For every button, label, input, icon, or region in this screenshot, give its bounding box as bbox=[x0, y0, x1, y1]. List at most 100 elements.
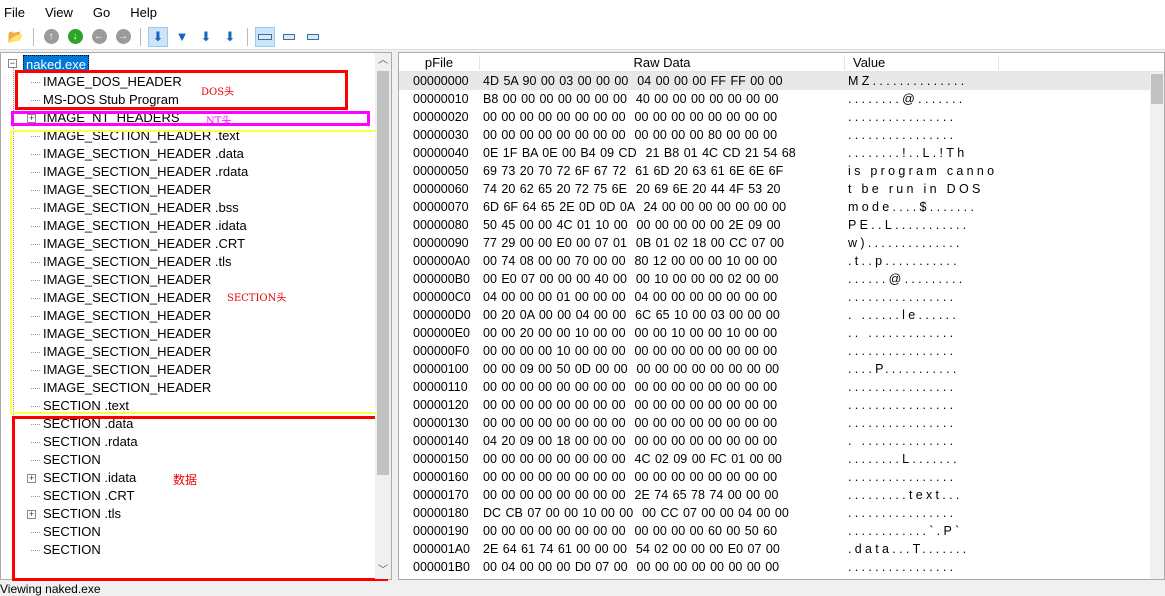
view-narrow-icon[interactable] bbox=[303, 27, 323, 47]
raw-data-cell: 00 00 09 00 50 0D 00 00 00 00 00 00 00 0… bbox=[483, 362, 780, 376]
hex-row[interactable]: 000000E0 00 00 20 00 00 10 00 00 00 00 10… bbox=[399, 324, 1164, 342]
tree-root-naked-exe[interactable]: naked.exe bbox=[23, 55, 89, 73]
view-medium-icon[interactable] bbox=[279, 27, 299, 47]
hex-row[interactable]: 00000020 00 00 00 00 00 00 00 00 00 00 00… bbox=[399, 108, 1164, 126]
tree-connector bbox=[31, 82, 40, 83]
hex-row[interactable]: 00000060 74 20 62 65 20 72 75 6E 20 69 6E… bbox=[399, 180, 1164, 198]
column-raw-data[interactable]: Raw Data bbox=[479, 55, 844, 70]
tree-item[interactable]: SECTION .text bbox=[43, 398, 129, 413]
tree-item[interactable]: SECTION bbox=[43, 542, 101, 557]
value-cell: .. ............. bbox=[848, 326, 957, 340]
tree-connector bbox=[31, 460, 40, 461]
menu-view[interactable]: View bbox=[44, 4, 73, 20]
hex-row[interactable]: 00000110 00 00 00 00 00 00 00 00 00 00 00… bbox=[399, 378, 1164, 396]
hex-row[interactable]: 000000A0 00 74 08 00 00 70 00 00 80 12 00… bbox=[399, 252, 1164, 270]
tree-item[interactable]: SECTION .rdata bbox=[43, 434, 138, 449]
scroll-up-icon[interactable]: ︿ bbox=[378, 55, 388, 66]
expand-icon[interactable]: + bbox=[27, 473, 36, 483]
tree-item[interactable]: IMAGE_SECTION_HEADER bbox=[43, 182, 212, 197]
value-cell: MZ.............. bbox=[848, 74, 968, 88]
hex-row[interactable]: 00000050 69 73 20 70 72 6F 67 72 61 6D 20… bbox=[399, 162, 1164, 180]
tree-item[interactable]: IMAGE_SECTION_HEADER bbox=[43, 344, 212, 359]
tree-item[interactable]: IMAGE_SECTION_HEADER .tls bbox=[43, 254, 232, 269]
save-icon-4[interactable]: ⬇ bbox=[224, 28, 236, 44]
tree-scrollbar[interactable]: ︿ ﹀ bbox=[375, 53, 391, 579]
tree-item[interactable]: IMAGE_SECTION_HEADER .rdata bbox=[43, 164, 249, 179]
hex-row[interactable]: 00000040 0E 1F BA 0E 00 B4 09 CD 21 B8 01… bbox=[399, 144, 1164, 162]
hex-row[interactable]: 00000190 00 00 00 00 00 00 00 00 00 00 00… bbox=[399, 522, 1164, 540]
scroll-down-icon[interactable]: ﹀ bbox=[378, 565, 388, 576]
tree-item[interactable]: MS-DOS Stub Program bbox=[43, 92, 179, 107]
save-icon-3[interactable]: ⬇ bbox=[200, 28, 212, 44]
hex-row[interactable]: 00000180 DC CB 07 00 00 10 00 00 00 CC 07… bbox=[399, 504, 1164, 522]
raw-data-cell: 00 00 00 00 00 00 00 00 00 00 00 00 00 0… bbox=[483, 110, 778, 124]
tree-item[interactable]: SECTION .data bbox=[43, 416, 134, 431]
hex-row[interactable]: 000001B0 00 04 00 00 00 D0 07 00 00 00 00… bbox=[399, 558, 1164, 576]
hex-row[interactable]: 00000090 77 29 00 00 E0 00 07 01 0B 01 02… bbox=[399, 234, 1164, 252]
expand-icon[interactable]: + bbox=[27, 509, 36, 519]
expand-icon[interactable]: + bbox=[27, 113, 36, 123]
prev-icon[interactable]: ← bbox=[89, 27, 109, 47]
hex-row[interactable]: 000001A0 2E 64 61 74 61 00 00 00 54 02 00… bbox=[399, 540, 1164, 558]
hex-row[interactable]: 000000F0 00 00 00 00 10 00 00 00 00 00 00… bbox=[399, 342, 1164, 360]
tree-item[interactable]: IMAGE_SECTION_HEADER bbox=[43, 290, 212, 305]
tree-item[interactable]: IMAGE_SECTION_HEADER bbox=[43, 326, 212, 341]
tree-item[interactable]: IMAGE_SECTION_HEADER bbox=[43, 272, 212, 287]
hex-row[interactable]: 00000100 00 00 09 00 50 0D 00 00 00 00 00… bbox=[399, 360, 1164, 378]
tree-item[interactable]: SECTION bbox=[43, 524, 101, 539]
raw-data-cell: 2E 64 61 74 61 00 00 00 54 02 00 00 00 E… bbox=[483, 542, 780, 556]
save-icon-1[interactable]: ⬇ bbox=[148, 26, 168, 47]
next-icon[interactable]: → bbox=[113, 27, 133, 47]
column-pfile[interactable]: pFile bbox=[424, 55, 454, 70]
hex-row[interactable]: 000000C0 04 00 00 00 01 00 00 00 04 00 00… bbox=[399, 288, 1164, 306]
tree-item[interactable]: IMAGE_SECTION_HEADER .data bbox=[43, 146, 244, 161]
hex-row[interactable]: 00000170 00 00 00 00 00 00 00 00 2E 74 65… bbox=[399, 486, 1164, 504]
tree-connector bbox=[31, 154, 40, 155]
tree-item[interactable]: IMAGE_DOS_HEADER bbox=[43, 74, 182, 89]
tree-item[interactable]: SECTION bbox=[43, 452, 101, 467]
hex-scrollbar[interactable] bbox=[1150, 72, 1164, 579]
view-wide-icon[interactable] bbox=[255, 26, 275, 47]
tree-item[interactable]: SECTION .idata bbox=[43, 470, 137, 485]
down-green-icon[interactable]: ↓ bbox=[65, 27, 85, 47]
tree-connector bbox=[31, 424, 40, 425]
tree-item[interactable]: IMAGE_SECTION_HEADER .bss bbox=[43, 200, 239, 215]
hex-row[interactable]: 000000B0 00 E0 07 00 00 00 40 00 00 10 00… bbox=[399, 270, 1164, 288]
tree-item[interactable]: SECTION .CRT bbox=[43, 488, 135, 503]
scroll-thumb[interactable] bbox=[1151, 74, 1163, 104]
tree-item[interactable]: SECTION .tls bbox=[43, 506, 122, 521]
hex-row[interactable]: 000000D0 00 20 0A 00 00 04 00 00 6C 65 10… bbox=[399, 306, 1164, 324]
tree-item[interactable]: IMAGE_SECTION_HEADER .text bbox=[43, 128, 240, 143]
menu-go[interactable]: Go bbox=[92, 4, 111, 20]
hex-row[interactable]: 00000070 6D 6F 64 65 2E 0D 0D 0A 24 00 00… bbox=[399, 198, 1164, 216]
scroll-thumb[interactable] bbox=[377, 71, 389, 475]
raw-data-cell: B8 00 00 00 00 00 00 00 40 00 00 00 00 0… bbox=[483, 92, 779, 106]
menu-help[interactable]: Help bbox=[130, 4, 157, 20]
menu-file[interactable]: File bbox=[4, 4, 25, 20]
tree-item[interactable]: IMAGE_SECTION_HEADER .idata bbox=[43, 218, 247, 233]
hex-row[interactable]: 00000030 00 00 00 00 00 00 00 00 00 00 00… bbox=[399, 126, 1164, 144]
tree-item[interactable]: IMAGE_SECTION_HEADER bbox=[43, 308, 212, 323]
collapse-icon[interactable]: − bbox=[8, 58, 17, 68]
hex-row[interactable]: 00000010 B8 00 00 00 00 00 00 00 40 00 00… bbox=[399, 90, 1164, 108]
raw-data-cell: 00 74 08 00 00 70 00 00 80 12 00 00 00 1… bbox=[483, 254, 778, 268]
column-value[interactable]: Value bbox=[844, 55, 999, 70]
menu-bar: File View Go Help bbox=[0, 0, 1165, 24]
hex-row[interactable]: 00000150 00 00 00 00 00 00 00 00 4C 02 09… bbox=[399, 450, 1164, 468]
hex-row[interactable]: 00000130 00 00 00 00 00 00 00 00 00 00 00… bbox=[399, 414, 1164, 432]
value-cell: PE..L........... bbox=[848, 218, 970, 232]
hex-row[interactable]: 00000160 00 00 00 00 00 00 00 00 00 00 00… bbox=[399, 468, 1164, 486]
hex-row[interactable]: 00000000 4D 5A 90 00 03 00 00 00 04 00 00… bbox=[399, 72, 1164, 90]
hex-row[interactable]: 00000120 00 00 00 00 00 00 00 00 00 00 00… bbox=[399, 396, 1164, 414]
tree-item[interactable]: IMAGE_SECTION_HEADER bbox=[43, 362, 212, 377]
back-up-icon[interactable]: ↑ bbox=[41, 27, 61, 47]
hex-row[interactable]: 00000140 04 20 09 00 18 00 00 00 00 00 00… bbox=[399, 432, 1164, 450]
save-icon-2[interactable]: ▼ bbox=[175, 29, 189, 44]
hex-row[interactable]: 00000080 50 45 00 00 4C 01 10 00 00 00 00… bbox=[399, 216, 1164, 234]
tree-item[interactable]: IMAGE_NT_HEADERS bbox=[43, 110, 180, 125]
tree-item[interactable]: IMAGE_SECTION_HEADER .CRT bbox=[43, 236, 246, 251]
offset-cell: 00000020 bbox=[413, 110, 469, 124]
tree-connector bbox=[31, 550, 40, 551]
open-file-icon[interactable]: 📂 bbox=[7, 28, 25, 44]
tree-item[interactable]: IMAGE_SECTION_HEADER bbox=[43, 380, 212, 395]
